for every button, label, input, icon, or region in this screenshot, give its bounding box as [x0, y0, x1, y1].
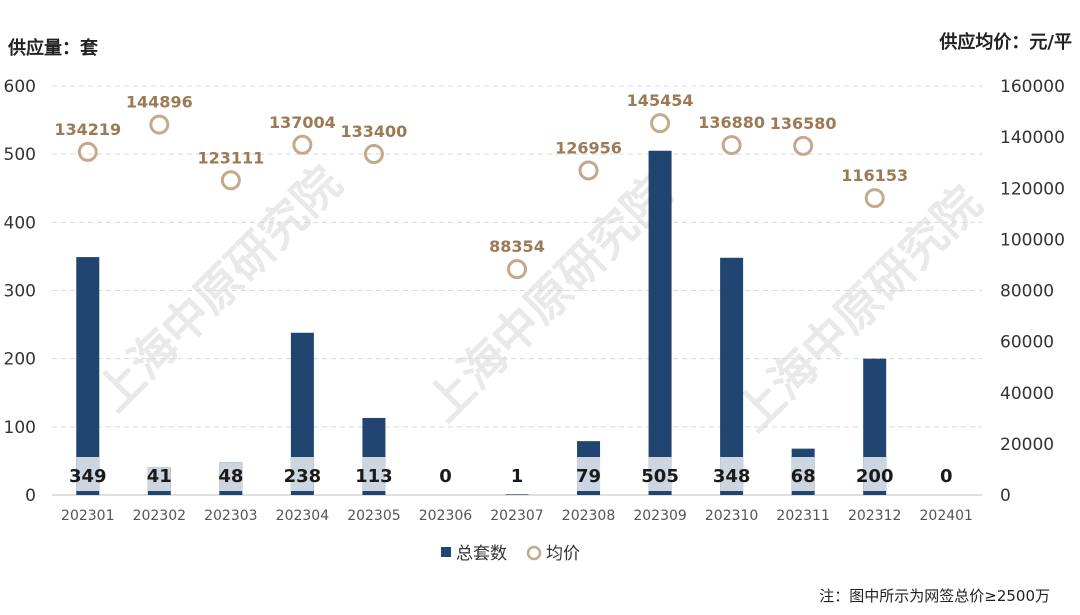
- price-point: [721, 135, 742, 156]
- price-point: [149, 114, 170, 135]
- legend-label-price: 均价: [546, 544, 580, 564]
- y-tick-label: 400: [4, 213, 36, 233]
- y-tick-label: 200: [4, 350, 36, 370]
- price-point: [292, 134, 313, 155]
- y-tick-label: 500: [4, 145, 36, 165]
- watermark-text: 上海中原研究院: [416, 166, 682, 432]
- bar-label-band: [76, 457, 100, 491]
- bar-value-label: 113: [355, 466, 393, 487]
- footnote: 注：图中所示为网签总价≥2500万: [819, 587, 1050, 605]
- bar: [290, 332, 314, 495]
- bar-value-label: 0: [940, 466, 953, 487]
- bar-label-band: [219, 462, 243, 491]
- bar-value-label: 41: [147, 466, 172, 487]
- bar-label-band: [577, 457, 601, 491]
- y2-tick-label: 40000: [1000, 384, 1054, 404]
- x-tick-label: 202310: [705, 508, 758, 524]
- legend: 总套数 均价: [441, 544, 580, 564]
- bar-value-label: 505: [641, 466, 679, 487]
- price-value-label: 144896: [126, 93, 193, 112]
- bar-value-label: 0: [439, 466, 452, 487]
- y-tick-label: 300: [4, 282, 36, 302]
- bar-label-band: [290, 457, 314, 491]
- y2-tick-label: 140000: [1000, 128, 1065, 148]
- price-value-label: 136880: [698, 113, 765, 132]
- price-point: [220, 170, 241, 191]
- bar-label-band: [720, 457, 744, 491]
- price-point: [650, 113, 671, 134]
- bar-value-label: 68: [791, 466, 816, 487]
- x-tick-label: 202308: [562, 508, 615, 524]
- bar-label-band: [791, 457, 815, 491]
- bar: [648, 150, 672, 495]
- bar-label-band: [147, 467, 171, 491]
- price-value-label: 136580: [770, 114, 837, 133]
- y-tick-label: 600: [4, 77, 36, 97]
- x-tick-label: 202301: [61, 508, 114, 524]
- price-value-label: 88354: [489, 237, 545, 256]
- y2-tick-label: 20000: [1000, 435, 1054, 455]
- price-value-label: 123111: [197, 148, 264, 167]
- y-tick-label: 100: [4, 418, 36, 438]
- x-tick-label: 202302: [133, 508, 186, 524]
- price-value-label: 137004: [269, 113, 336, 132]
- price-point: [864, 188, 885, 209]
- watermarks: 上海中原研究院 上海中原研究院 上海中原研究院: [86, 156, 992, 442]
- y2-tick-label: 0: [1000, 486, 1011, 506]
- y2-axis-ticks: 160000 140000 120000 100000 80000 60000 40000 2…: [1000, 77, 1065, 506]
- x-tick-label: 202303: [204, 508, 257, 524]
- watermark-text: 上海中原研究院: [726, 176, 992, 442]
- bar-label-band: [863, 457, 887, 491]
- bar-value-label: 79: [576, 466, 601, 487]
- x-tick-label: 202307: [490, 508, 543, 524]
- y2-tick-label: 80000: [1000, 282, 1054, 302]
- y2-axis-title: 供应均价：元/平: [938, 31, 1072, 53]
- price-point: [507, 259, 527, 280]
- price-point: [363, 143, 384, 164]
- price-value-label: 134219: [54, 120, 121, 139]
- gridlines: [52, 85, 982, 496]
- x-tick-label: 202309: [633, 508, 686, 524]
- price-value-label: 133400: [341, 122, 408, 141]
- y-axis-ticks: 600 500 400 300 200 100 0: [4, 77, 36, 506]
- y2-tick-label: 100000: [1000, 230, 1065, 250]
- price-point: [77, 141, 98, 162]
- bar-value-label: 1: [511, 466, 524, 487]
- bar: [76, 257, 100, 495]
- price-point: [578, 160, 599, 181]
- x-tick-label: 202311: [776, 508, 829, 524]
- bar-value-label: 48: [218, 466, 243, 487]
- bar-label-band: [362, 457, 386, 491]
- price-value-label: 145454: [627, 91, 694, 110]
- bar: [505, 494, 529, 495]
- bar-label-band: [648, 457, 672, 491]
- bar-value-label: 238: [284, 466, 322, 487]
- legend-swatch-price: [526, 545, 542, 561]
- bar: [720, 257, 744, 495]
- bar-value-label: 200: [856, 466, 894, 487]
- x-axis-ticks: 202301 202302 202303 202304 202305 202306 2023…: [61, 508, 973, 524]
- y-tick-label: 0: [25, 486, 36, 506]
- bar-value-label: 349: [69, 466, 107, 487]
- y2-tick-label: 60000: [1000, 333, 1054, 353]
- price-value-label: 126956: [555, 138, 622, 157]
- x-tick-label: 202401: [920, 508, 973, 524]
- price-series: 134219 144896 123111 137004 133400 88354 12695…: [54, 91, 908, 280]
- x-tick-label: 202305: [347, 508, 400, 524]
- x-tick-label: 202306: [419, 508, 473, 524]
- bar-series: 349 41 48 238 113 0 1 79 505 348 68 200 0: [69, 150, 953, 495]
- y2-tick-label: 120000: [1000, 179, 1065, 199]
- bar-value-label: 348: [713, 466, 751, 487]
- legend-swatch-bars: [441, 547, 451, 557]
- x-tick-label: 202304: [276, 508, 330, 524]
- price-point: [793, 135, 814, 156]
- y-axis-title: 供应量：套: [7, 37, 98, 59]
- price-value-label: 116153: [841, 166, 908, 185]
- y2-tick-label: 160000: [1000, 77, 1065, 97]
- legend-label-bars: 总套数: [456, 544, 507, 564]
- x-tick-label: 202312: [848, 508, 901, 524]
